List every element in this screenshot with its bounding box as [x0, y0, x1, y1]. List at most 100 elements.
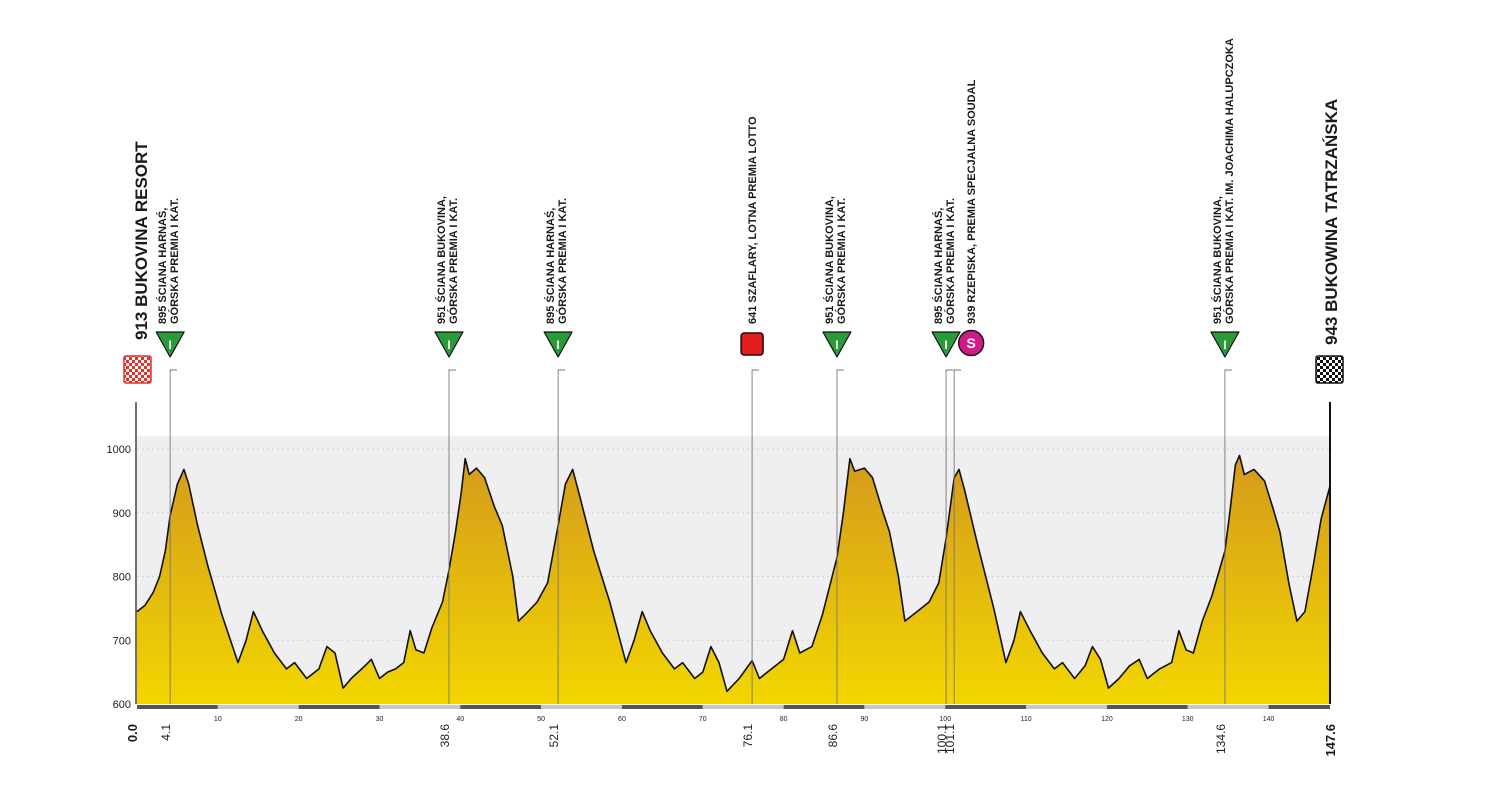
- km-label: 4.1: [159, 724, 173, 741]
- km-bar-segment: [541, 705, 622, 709]
- km-label: 0.0: [125, 724, 140, 742]
- x-tick-label: 70: [699, 716, 707, 723]
- km-label: 100.1: [935, 724, 949, 754]
- km-bar-segment: [1106, 705, 1188, 709]
- circle-icon: [957, 329, 985, 357]
- point-label-line: GÓRSKA PREMIA I KAT.: [835, 198, 848, 324]
- climb-category-icon: I: [931, 331, 961, 358]
- climb-category-icon: I: [434, 331, 464, 358]
- leader-line: [751, 369, 760, 704]
- climb-category-symbol: I: [447, 338, 450, 352]
- x-tick-label: 60: [618, 716, 626, 723]
- start-label-line: 913 BUKOVINA RESORT: [132, 141, 151, 340]
- km-label: 147.6: [1323, 724, 1338, 757]
- x-tick-label: 30: [376, 716, 384, 723]
- point-label: 951 ŚCIANA BUKOVINA,GÓRSKA PREMIA I KAT.: [435, 196, 460, 324]
- climb-category-symbol: I: [556, 338, 559, 352]
- km-bar-segment: [1026, 705, 1107, 709]
- special-premium-symbol: S: [966, 335, 975, 351]
- y-tick-label: 700: [113, 635, 131, 647]
- y-tick-label: 900: [113, 508, 131, 520]
- x-tick-label: 90: [861, 716, 869, 723]
- km-label: 101.1: [943, 724, 957, 754]
- climb-category-icon: I: [543, 331, 573, 358]
- special-premium-icon: S: [957, 329, 985, 357]
- point-label-line: 951 ŚCIANA BUKOVINA,: [435, 196, 448, 324]
- point-label-line: 895 ŚCIANA HARNAŚ,: [156, 208, 169, 324]
- km-bar-segment: [1187, 705, 1269, 709]
- point-label-line: 939 RZEPISKA, PREMIA SPECJALNA SOUDAL: [966, 79, 978, 324]
- climb-category-icon: I: [822, 331, 852, 358]
- x-tick-label: 10: [214, 716, 222, 723]
- y-tick-label: 600: [113, 699, 131, 711]
- km-label: 134.6: [1214, 724, 1228, 754]
- x-tick-label: 130: [1182, 716, 1194, 723]
- triangle-icon: [543, 331, 573, 358]
- x-tick-label: 50: [537, 716, 545, 723]
- point-label: 641 SZAFLARY, LOTNA PREMIA LOTTO: [747, 116, 759, 324]
- point-label: 939 RZEPISKA, PREMIA SPECJALNA SOUDAL: [966, 79, 978, 324]
- point-label-line: 641 SZAFLARY, LOTNA PREMIA LOTTO: [747, 116, 759, 324]
- point-label-line: GÓRSKA PREMIA I KAT.: [556, 198, 569, 324]
- point-label: 951 ŚCIANA BUKOVINA,GÓRSKA PREMIA I KAT.…: [1211, 38, 1236, 324]
- km-bar-segment: [379, 705, 461, 709]
- grid-lines: [137, 448, 1330, 641]
- climb-category-symbol: I: [944, 338, 947, 352]
- x-tick-label: 100: [939, 716, 951, 723]
- sprint-icon: [740, 332, 764, 356]
- climb-category-icon: I: [1210, 331, 1240, 358]
- elevation-area: [137, 455, 1330, 704]
- triangle-icon: [155, 331, 185, 358]
- km-bar-segment: [945, 705, 1027, 709]
- km-label: 86.6: [826, 724, 840, 748]
- climb-category-symbol: I: [1223, 338, 1226, 352]
- x-tick-label: 80: [780, 716, 788, 723]
- km-bar-segment: [864, 705, 946, 709]
- start-label: 913 BUKOVINA RESORT: [132, 141, 151, 340]
- finish-label: 943 BUKOWINA TATRZAŃSKA: [1322, 99, 1341, 345]
- triangle-icon: [822, 331, 852, 358]
- km-label: 38.6: [438, 724, 452, 748]
- km-label: 76.1: [741, 724, 755, 748]
- point-label-line: GÓRSKA PREMIA I KAT.: [168, 198, 181, 324]
- climb-category-symbol: I: [835, 338, 838, 352]
- point-label-line: 951 ŚCIANA BUKOVINA,: [1211, 196, 1224, 324]
- x-tick-label: 20: [295, 716, 303, 723]
- point-label-line: GÓRSKA PREMIA I KAT. IM. JOACHIMA HALUPC…: [1223, 38, 1236, 324]
- point-label-line: 895 ŚCIANA HARNAŚ,: [544, 208, 557, 324]
- km-bar-segment: [298, 705, 380, 709]
- point-label: 895 ŚCIANA HARNAŚ,GÓRSKA PREMIA I KAT.: [156, 198, 181, 324]
- leader-line: [557, 369, 566, 704]
- km-bar-segment: [137, 705, 218, 709]
- km-label: 52.1: [547, 724, 561, 748]
- elevation-line: [136, 454, 1331, 693]
- triangle-icon: [434, 331, 464, 358]
- point-label: 895 ŚCIANA HARNAŚ,GÓRSKA PREMIA I KAT.: [932, 198, 957, 324]
- km-bar-segment: [217, 705, 299, 709]
- elevation-background-band: [137, 436, 1330, 704]
- point-label-line: GÓRSKA PREMIA I KAT.: [944, 198, 957, 324]
- point-labels: 0.0 147.6 913 BUKOVINA RESORT 943 BUKOWINA …: [125, 38, 1341, 756]
- start-flag-icon: [123, 355, 152, 384]
- finish-label-line: 943 BUKOWINA TATRZAŃSKA: [1322, 99, 1341, 345]
- km-bar-segment: [783, 705, 865, 709]
- x-tick-label: 120: [1101, 716, 1113, 723]
- km-bar-segment: [460, 705, 542, 709]
- finish-flag-icon: [1315, 355, 1344, 384]
- leader-line: [1224, 369, 1232, 704]
- x-tick-label: 110: [1021, 716, 1032, 723]
- leader-line: [448, 369, 456, 704]
- climb-category-icon: I: [155, 331, 185, 358]
- leader-line: [169, 369, 178, 704]
- km-bar-segment: [702, 705, 784, 709]
- x-tick-label: 140: [1263, 716, 1275, 723]
- y-tick-label: 800: [113, 572, 131, 584]
- x-tick-label: 40: [456, 716, 464, 723]
- leader-line: [945, 369, 954, 704]
- point-label-line: GÓRSKA PREMIA I KAT.: [447, 198, 460, 324]
- climb-category-symbol: I: [168, 338, 171, 352]
- y-tick-label: 1000: [107, 444, 131, 456]
- leader-line: [953, 369, 962, 704]
